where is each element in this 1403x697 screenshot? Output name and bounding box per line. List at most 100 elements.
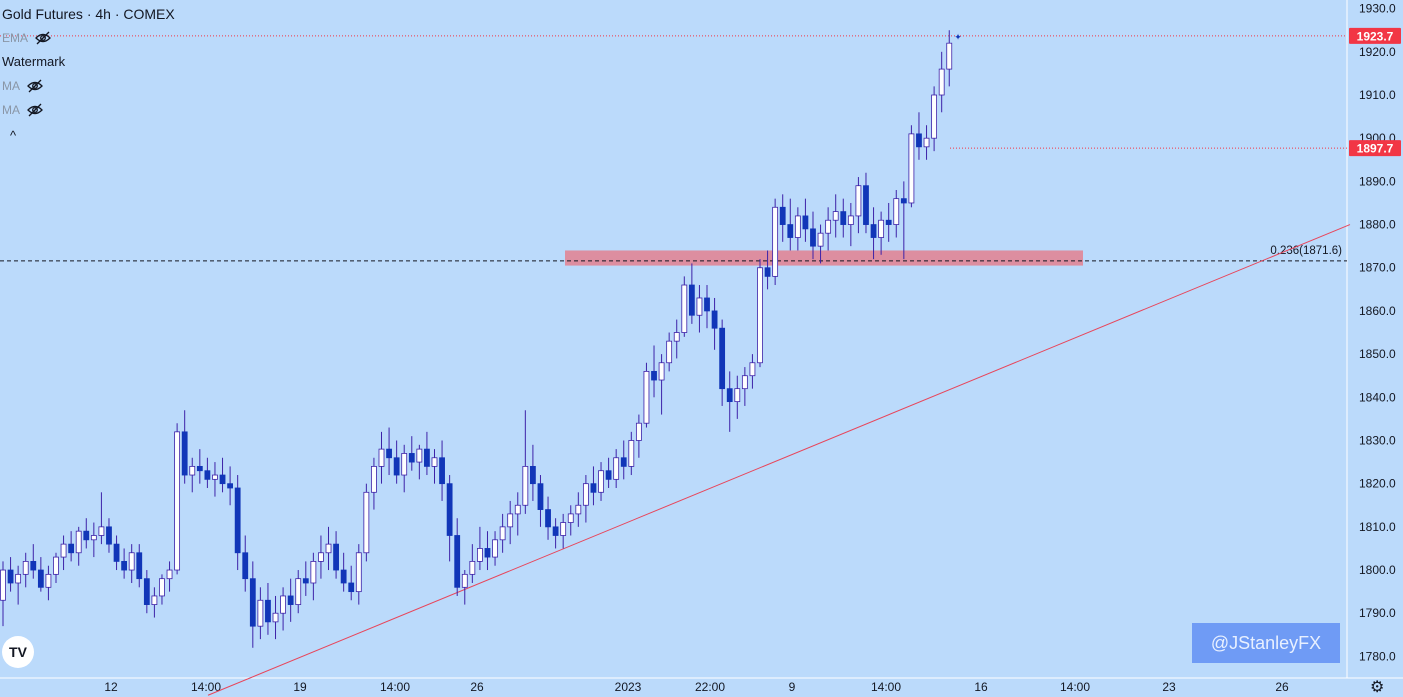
candle-body (386, 448, 392, 459)
x-tick-label: 26 (1275, 680, 1289, 694)
x-tick-label: 14:00 (191, 680, 221, 694)
candle-body (75, 530, 82, 554)
price-tag-label: 1897.7 (1357, 142, 1394, 156)
candle-body (938, 68, 945, 96)
candle-body (847, 215, 854, 225)
candle-body (461, 573, 468, 588)
candle-body (885, 219, 892, 225)
x-tick-label: 9 (789, 680, 796, 694)
candle-body (870, 224, 877, 238)
price-tag (1349, 27, 1401, 44)
candle-body (106, 526, 112, 545)
live-price-marker: ✦ (954, 33, 962, 43)
candle-body (688, 284, 695, 316)
candle-body (136, 552, 143, 580)
candle-body (620, 457, 627, 467)
y-tick-label: 1780.0 (1359, 649, 1396, 663)
price-tag-label: 1923.7 (1357, 29, 1394, 43)
chevron-up-icon[interactable]: ^ (10, 128, 17, 143)
candle-body (492, 539, 498, 558)
candle-body (401, 453, 408, 476)
y-tick-label: 1810.0 (1359, 520, 1396, 534)
y-tick-label: 1860.0 (1359, 304, 1396, 318)
candle-body (908, 133, 915, 204)
candle-body (590, 483, 597, 493)
candle-body (696, 297, 703, 316)
legend-indicator-ma-1[interactable]: MA (2, 74, 175, 98)
candle-body (900, 198, 907, 204)
candle-body (340, 569, 347, 584)
eye-hidden-icon[interactable] (34, 31, 52, 45)
eye-hidden-icon[interactable] (26, 79, 44, 93)
gear-icon[interactable]: ⚙ (1370, 679, 1385, 696)
candle-body (424, 448, 430, 467)
candle-body (318, 552, 324, 562)
y-tick-label: 1910.0 (1359, 88, 1396, 102)
candle-body (658, 362, 665, 381)
candle-body (371, 465, 377, 493)
candle-body (227, 483, 234, 489)
candle-body (98, 526, 105, 536)
candle-body (83, 530, 90, 541)
candle-body (287, 595, 294, 605)
legend-indicator-ma-2[interactable]: MA (2, 98, 175, 122)
candle-body (681, 284, 688, 333)
price-tag (1349, 140, 1401, 157)
candle-body (832, 211, 839, 221)
ascending-trendline (207, 224, 1351, 696)
candle-body (507, 513, 514, 528)
x-tick-label: 16 (974, 680, 988, 694)
legend-indicator-ema[interactable]: EMA (2, 26, 175, 50)
candle-body (159, 578, 165, 597)
candle-body (522, 465, 529, 506)
legend-indicator-watermark[interactable]: Watermark (2, 50, 175, 74)
candle-body (121, 561, 128, 571)
x-tick-label: 14:00 (871, 680, 901, 694)
eye-hidden-icon[interactable] (26, 103, 44, 117)
candle-body (408, 453, 415, 463)
candle-body (840, 211, 847, 225)
candle-body (45, 573, 52, 588)
candle-body (477, 548, 483, 562)
candle-body (825, 219, 832, 234)
candle-body (242, 552, 249, 580)
candle-body (545, 509, 551, 528)
candle-body (234, 487, 241, 554)
y-tick-label: 1830.0 (1359, 433, 1396, 447)
candle-body (333, 543, 339, 571)
candle-body (439, 457, 445, 485)
legend: Gold Futures · 4h · COMEX EMA Watermark … (2, 2, 175, 146)
candle-body (582, 483, 589, 506)
legend-title-row[interactable]: Gold Futures · 4h · COMEX (2, 2, 175, 26)
candle-body (704, 297, 710, 312)
candle-body (537, 483, 544, 510)
x-tick-label: 14:00 (380, 680, 410, 694)
indicator-label: MA (2, 79, 20, 93)
y-tick-label: 1850.0 (1359, 347, 1396, 361)
candle-body (794, 215, 801, 238)
candle-body (764, 267, 771, 277)
candle-body (166, 569, 173, 580)
candle-body (817, 232, 824, 247)
candle-body (779, 206, 786, 225)
candle-body (923, 137, 930, 148)
candle-body (514, 504, 521, 515)
candle-body (628, 440, 635, 467)
candle-body (363, 491, 370, 554)
candle-body (174, 431, 181, 571)
candle-body (204, 470, 211, 480)
candle-body (651, 370, 657, 381)
candle-body (310, 561, 317, 584)
candle-body (772, 206, 779, 277)
candle-body (68, 543, 75, 554)
candle-body (605, 470, 612, 480)
candle-body (212, 474, 218, 480)
candle-body (257, 599, 264, 627)
tradingview-logo-icon[interactable]: TV (2, 636, 34, 668)
x-tick-label: 12 (104, 680, 118, 694)
candle-body (30, 561, 37, 571)
candle-body (666, 340, 673, 364)
y-tick-label: 1880.0 (1359, 218, 1396, 232)
